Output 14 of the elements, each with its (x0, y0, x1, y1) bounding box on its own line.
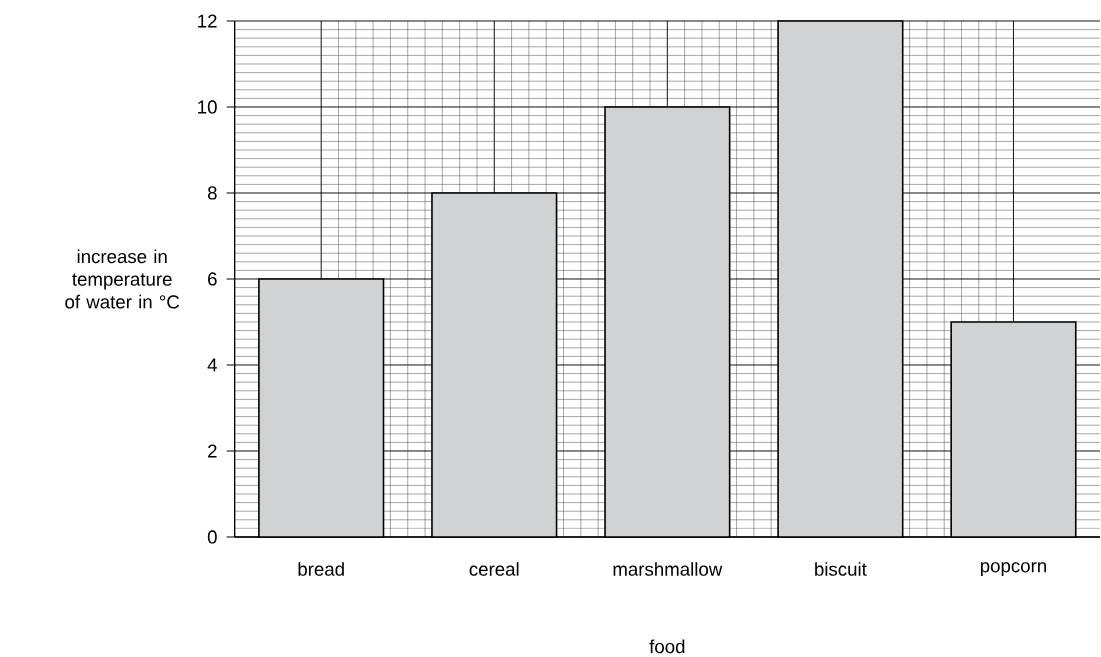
y-tick-label: 8 (207, 186, 217, 200)
y-tick-label: 0 (207, 530, 217, 544)
x-tick-label: marshmallow (613, 562, 723, 576)
x-tick-label: bread (298, 562, 344, 576)
y-tick-label: 6 (208, 272, 217, 286)
x-axis-title: food (649, 639, 685, 654)
x-tick-label: biscuit (815, 562, 867, 576)
x-tick-label: cereal (469, 562, 519, 576)
y-tick-label: 2 (208, 444, 217, 458)
y-tick-label: 4 (207, 358, 217, 372)
x-tick-label: popcorn (980, 562, 1046, 577)
y-tick-label: 12 (198, 14, 217, 28)
y-axis-title: increase in temperature of water in °C (65, 249, 180, 309)
y-tick-label: 10 (198, 100, 217, 114)
